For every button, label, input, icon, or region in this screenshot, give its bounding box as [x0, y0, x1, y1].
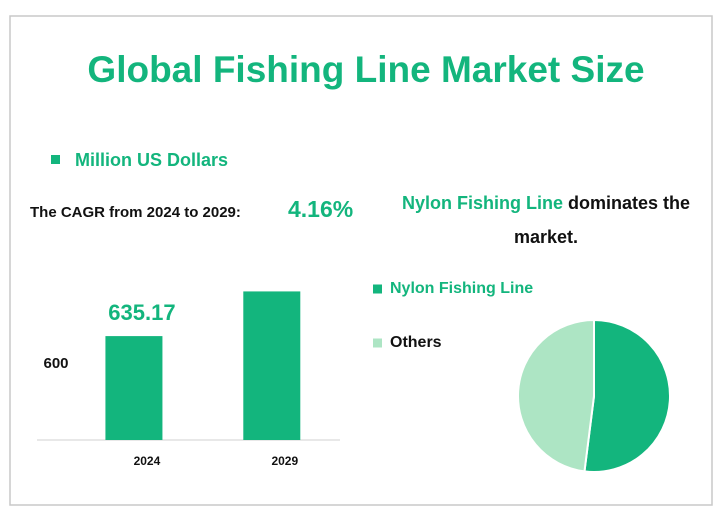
legend-swatch [373, 284, 382, 294]
pie-slice [517, 318, 595, 473]
headline-highlight: Nylon Fishing Line [401, 193, 563, 213]
legend-swatch [51, 155, 60, 164]
pie-slice [583, 318, 671, 473]
legend-swatch [373, 338, 382, 348]
cagr-label: The CAGR from 2024 to 2029: [30, 204, 241, 221]
bar [243, 291, 301, 440]
bar [105, 336, 163, 440]
headline-text: dominates the market. [513, 193, 691, 247]
frame [9, 15, 713, 506]
headline: Nylon Fishing Line dominates the market. [378, 186, 714, 254]
title: Global Fishing Line Market Size [87, 49, 644, 90]
value-label: 635.17 [108, 300, 175, 325]
legend-label: Others [390, 334, 442, 351]
cagr-value: 4.16% [288, 196, 353, 222]
y-tick-label: 600 [43, 355, 68, 372]
x-tick-label: 2024 [134, 454, 161, 468]
x-tick-label: 2029 [271, 454, 298, 468]
legend-label: Nylon Fishing Line [390, 280, 533, 297]
legend-label: Million US Dollars [75, 150, 228, 170]
